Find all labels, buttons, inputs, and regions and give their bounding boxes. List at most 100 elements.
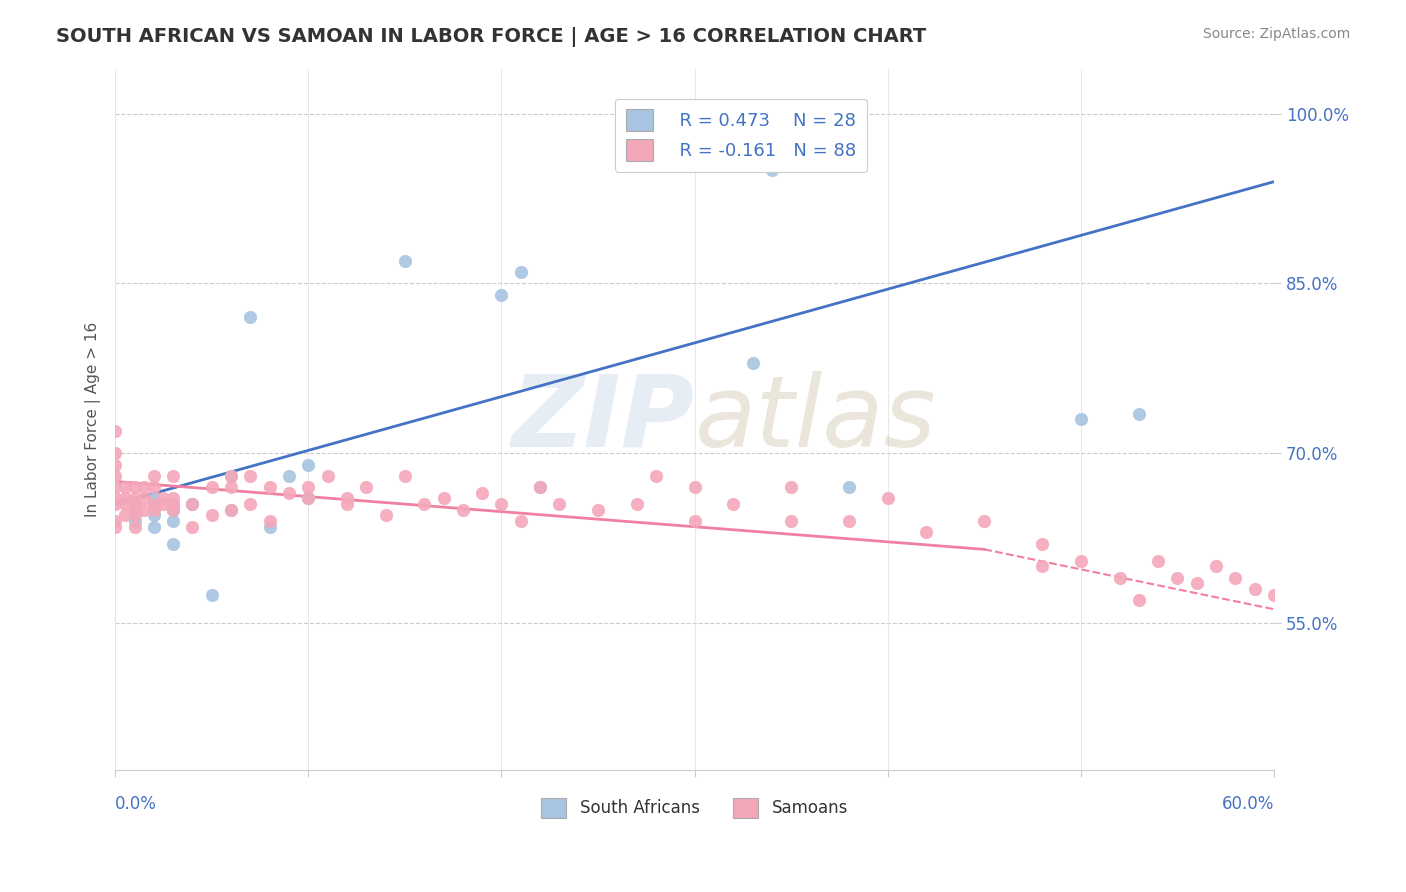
Point bbox=[973, 514, 995, 528]
Point bbox=[142, 468, 165, 483]
Point bbox=[683, 514, 706, 528]
Text: 60.0%: 60.0% bbox=[1222, 795, 1274, 813]
Point bbox=[181, 520, 204, 534]
Point bbox=[142, 520, 165, 534]
Point bbox=[142, 508, 165, 523]
Point bbox=[509, 514, 531, 528]
Point bbox=[142, 502, 165, 516]
Point bbox=[152, 497, 174, 511]
Text: Source: ZipAtlas.com: Source: ZipAtlas.com bbox=[1202, 27, 1350, 41]
Point bbox=[723, 497, 745, 511]
Y-axis label: In Labor Force | Age > 16: In Labor Force | Age > 16 bbox=[86, 322, 101, 516]
Point bbox=[780, 514, 803, 528]
Text: SOUTH AFRICAN VS SAMOAN IN LABOR FORCE | AGE > 16 CORRELATION CHART: SOUTH AFRICAN VS SAMOAN IN LABOR FORCE |… bbox=[56, 27, 927, 46]
Point bbox=[1302, 615, 1324, 630]
Point bbox=[124, 508, 146, 523]
Point bbox=[471, 485, 494, 500]
Point bbox=[104, 514, 127, 528]
Point bbox=[239, 468, 262, 483]
Point bbox=[394, 253, 416, 268]
Point bbox=[259, 514, 281, 528]
Point bbox=[297, 458, 319, 472]
Point bbox=[104, 491, 127, 506]
Point bbox=[626, 497, 648, 511]
Point bbox=[413, 497, 436, 511]
Point bbox=[1031, 559, 1053, 574]
Point bbox=[1070, 412, 1092, 426]
Point bbox=[152, 491, 174, 506]
Point bbox=[162, 514, 184, 528]
Point bbox=[915, 525, 938, 540]
Point bbox=[761, 163, 783, 178]
Legend: South Africans, Samoans: South Africans, Samoans bbox=[534, 791, 855, 825]
Point bbox=[336, 497, 359, 511]
Point bbox=[239, 310, 262, 325]
Point bbox=[142, 497, 165, 511]
Point bbox=[297, 480, 319, 494]
Text: 0.0%: 0.0% bbox=[115, 795, 157, 813]
Point bbox=[201, 480, 224, 494]
Text: ZIP: ZIP bbox=[512, 371, 695, 467]
Point bbox=[548, 497, 571, 511]
Point bbox=[219, 468, 242, 483]
Point bbox=[124, 520, 146, 534]
Point bbox=[124, 502, 146, 516]
Point bbox=[114, 480, 136, 494]
Point bbox=[838, 514, 860, 528]
Point bbox=[432, 491, 454, 506]
Point bbox=[1225, 571, 1247, 585]
Point bbox=[124, 480, 146, 494]
Point bbox=[509, 265, 531, 279]
Point bbox=[491, 497, 513, 511]
Point bbox=[316, 468, 339, 483]
Point bbox=[278, 468, 301, 483]
Point bbox=[114, 491, 136, 506]
Point bbox=[529, 480, 551, 494]
Point bbox=[645, 468, 668, 483]
Point bbox=[1185, 576, 1208, 591]
Point bbox=[124, 514, 146, 528]
Point bbox=[162, 497, 184, 511]
Point bbox=[162, 502, 184, 516]
Point bbox=[1282, 599, 1305, 613]
Point bbox=[104, 468, 127, 483]
Point bbox=[586, 502, 609, 516]
Point bbox=[162, 502, 184, 516]
Point bbox=[1166, 571, 1188, 585]
Point bbox=[529, 480, 551, 494]
Point bbox=[683, 480, 706, 494]
Point bbox=[451, 502, 474, 516]
Point bbox=[201, 508, 224, 523]
Point bbox=[104, 480, 127, 494]
Point bbox=[1031, 537, 1053, 551]
Point bbox=[219, 468, 242, 483]
Point bbox=[219, 502, 242, 516]
Point bbox=[124, 497, 146, 511]
Point bbox=[124, 491, 146, 506]
Point bbox=[219, 502, 242, 516]
Point bbox=[1128, 407, 1150, 421]
Point bbox=[1070, 554, 1092, 568]
Point bbox=[1147, 554, 1170, 568]
Point bbox=[219, 480, 242, 494]
Point bbox=[114, 508, 136, 523]
Point bbox=[1320, 622, 1343, 636]
Point bbox=[1263, 588, 1285, 602]
Point bbox=[1243, 582, 1265, 596]
Point bbox=[1128, 593, 1150, 607]
Point bbox=[201, 588, 224, 602]
Point bbox=[104, 497, 127, 511]
Point bbox=[838, 480, 860, 494]
Point bbox=[104, 458, 127, 472]
Point bbox=[239, 497, 262, 511]
Point bbox=[780, 480, 803, 494]
Point bbox=[876, 491, 898, 506]
Point bbox=[259, 480, 281, 494]
Point bbox=[356, 480, 378, 494]
Point bbox=[162, 537, 184, 551]
Point bbox=[297, 491, 319, 506]
Point bbox=[124, 497, 146, 511]
Point bbox=[162, 491, 184, 506]
Text: atlas: atlas bbox=[695, 371, 936, 467]
Point bbox=[142, 491, 165, 506]
